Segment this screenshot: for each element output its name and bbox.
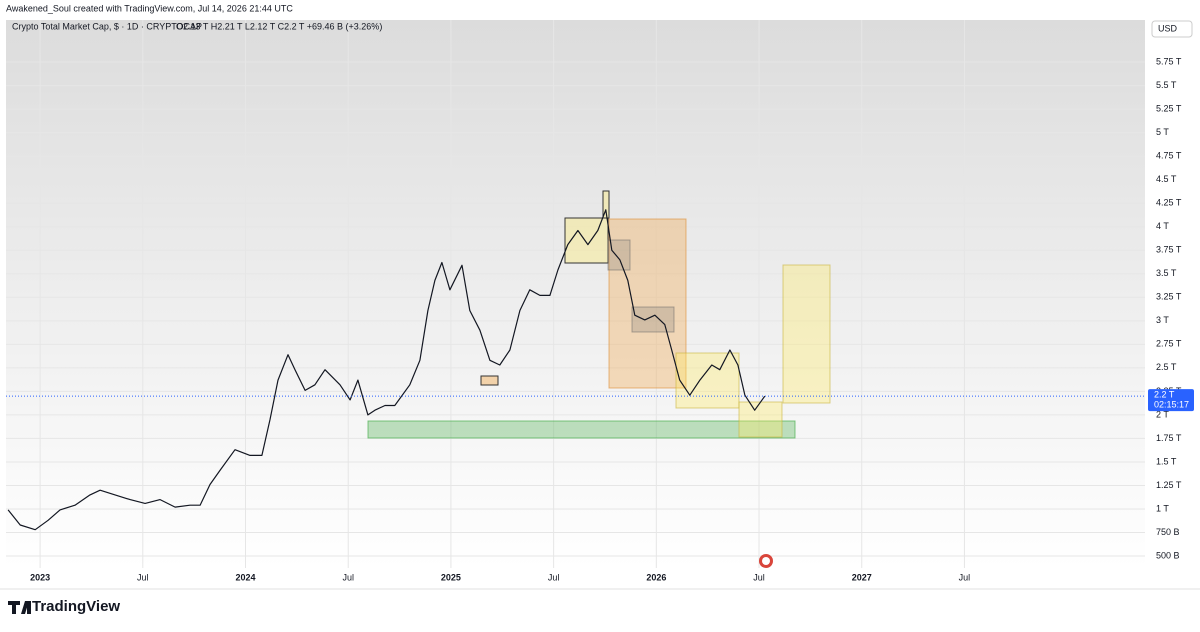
currency-button[interactable] xyxy=(1151,20,1193,38)
range-box xyxy=(631,306,675,333)
x-tick-label: 2025 xyxy=(441,572,461,582)
range-box xyxy=(738,401,783,438)
y-tick-label: 5.75 T xyxy=(1156,56,1182,66)
drawings xyxy=(367,190,831,439)
y-tick-label: 1.25 T xyxy=(1156,480,1182,490)
x-tick-label: 2027 xyxy=(852,572,872,582)
y-tick-label: 500 B xyxy=(1156,550,1180,560)
y-tick-label: 1.5 T xyxy=(1156,456,1177,466)
range-box xyxy=(564,217,609,264)
y-tick-label: 750 B xyxy=(1156,527,1180,537)
target-box xyxy=(782,264,831,404)
grid xyxy=(6,20,1145,568)
y-tick-label: 5.25 T xyxy=(1156,103,1182,113)
y-tick-label: 4 T xyxy=(1156,221,1169,231)
x-tick-label: Jul xyxy=(959,572,971,582)
y-tick-label: 2.75 T xyxy=(1156,339,1182,349)
y-tick-label: 3.5 T xyxy=(1156,268,1177,278)
y-tick-label: 4.25 T xyxy=(1156,198,1182,208)
x-tick-label: Jul xyxy=(342,572,354,582)
last-price-label: 2.2 T xyxy=(1154,389,1175,399)
price-axis xyxy=(1145,20,1200,568)
y-tick-label: 1 T xyxy=(1156,503,1169,513)
y-tick-label: 2.5 T xyxy=(1156,362,1177,372)
y-tick-label: 3 T xyxy=(1156,315,1169,325)
range-box xyxy=(602,190,610,219)
range-box xyxy=(675,352,740,409)
x-tick-label: Jul xyxy=(137,572,149,582)
price-line xyxy=(7,209,766,531)
symbol-title: Crypto Total Market Cap, $ · 1D · CRYPTO… xyxy=(12,21,202,31)
y-tick-label: 4.75 T xyxy=(1156,151,1182,161)
ohlc: O2.13 T H2.21 T L2.12 T C2.2 T +69.46 B … xyxy=(176,21,382,31)
x-tick-label: Jul xyxy=(753,572,765,582)
x-tick-label: 2026 xyxy=(646,572,666,582)
brand: TradingView xyxy=(32,598,120,615)
y-tick-label: 1.75 T xyxy=(1156,433,1182,443)
countdown: 02:15:17 xyxy=(1154,399,1189,409)
logo-mark xyxy=(8,601,31,614)
x-tick-label: Jul xyxy=(548,572,560,582)
y-tick-label: 2 T xyxy=(1156,409,1169,419)
author-line: Awakened_Soul created with TradingView.c… xyxy=(6,3,293,13)
event-icon-inner xyxy=(762,557,770,565)
range-box xyxy=(480,375,499,386)
x-tick-label: 2024 xyxy=(235,572,255,582)
plot-area xyxy=(6,20,1145,568)
range-box xyxy=(608,218,687,389)
currency[interactable]: USD xyxy=(1158,23,1178,33)
y-tick-label: 3.25 T xyxy=(1156,292,1182,302)
support-zone xyxy=(367,420,796,439)
y-tick-label: 3.75 T xyxy=(1156,245,1182,255)
y-tick-label: 5.5 T xyxy=(1156,80,1177,90)
y-tick-label: 4.5 T xyxy=(1156,174,1177,184)
last-price-badge xyxy=(1148,389,1194,412)
y-tick-label: 5 T xyxy=(1156,127,1169,137)
x-tick-label: 2023 xyxy=(30,572,50,582)
series xyxy=(6,209,1145,531)
range-box xyxy=(607,239,631,271)
